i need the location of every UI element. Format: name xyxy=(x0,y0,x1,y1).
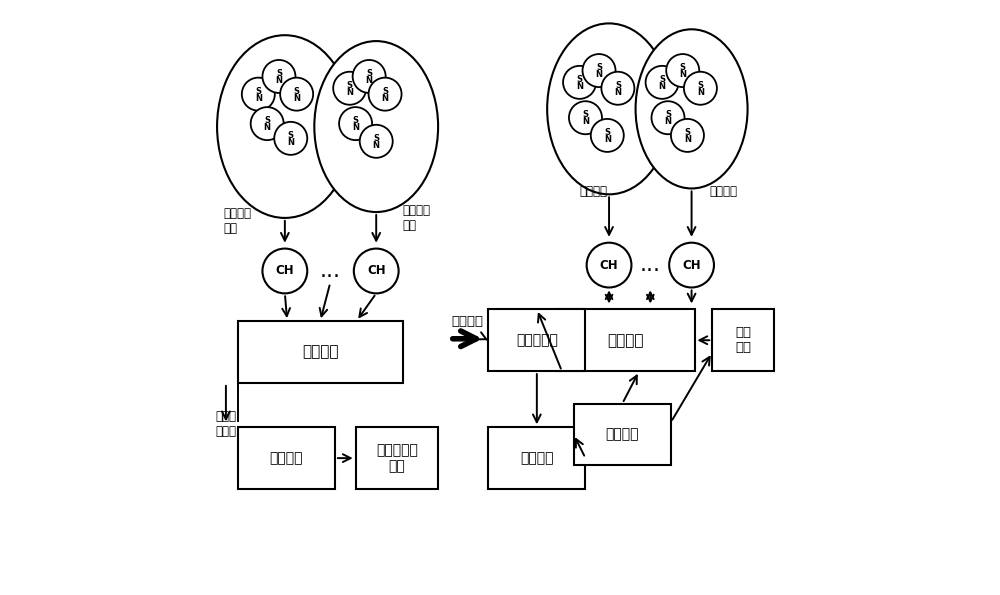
Bar xyxy=(238,427,335,489)
Bar xyxy=(356,427,438,489)
Circle shape xyxy=(583,54,616,87)
Text: S: S xyxy=(255,87,261,96)
Text: S: S xyxy=(582,110,588,119)
Bar xyxy=(556,309,695,371)
Text: N: N xyxy=(576,82,583,91)
Text: S: S xyxy=(373,134,379,143)
Text: CH: CH xyxy=(276,264,294,277)
Circle shape xyxy=(563,66,596,99)
Circle shape xyxy=(274,122,307,155)
Circle shape xyxy=(587,243,631,287)
Text: CH: CH xyxy=(600,259,618,271)
Text: N: N xyxy=(604,135,611,144)
Bar xyxy=(488,427,585,489)
Text: N: N xyxy=(659,82,666,91)
Text: 数据存储: 数据存储 xyxy=(606,428,639,441)
Text: 收集能量
信息: 收集能量 信息 xyxy=(403,204,431,232)
Text: N: N xyxy=(684,135,691,144)
Text: 更新能
量状态: 更新能 量状态 xyxy=(215,410,236,439)
Text: N: N xyxy=(352,123,359,132)
Text: 马尔科夫链
预测: 马尔科夫链 预测 xyxy=(376,443,418,473)
Text: S: S xyxy=(294,87,300,96)
Text: N: N xyxy=(697,88,704,97)
Ellipse shape xyxy=(636,29,748,189)
Circle shape xyxy=(333,72,366,105)
Text: N: N xyxy=(664,117,671,126)
Text: N: N xyxy=(679,70,686,79)
Circle shape xyxy=(646,66,679,99)
Text: S: S xyxy=(264,116,270,125)
Circle shape xyxy=(669,243,714,287)
Text: S: S xyxy=(577,75,583,84)
Text: ...: ... xyxy=(320,261,341,281)
Text: 警报
反馈: 警报 反馈 xyxy=(735,326,751,354)
Text: 收集信息: 收集信息 xyxy=(709,185,737,198)
Circle shape xyxy=(353,60,386,93)
Circle shape xyxy=(242,77,275,111)
Text: S: S xyxy=(382,87,388,96)
Text: N: N xyxy=(287,138,294,147)
Text: 入侵分类: 入侵分类 xyxy=(520,451,554,465)
Text: S: S xyxy=(366,69,372,78)
Text: S: S xyxy=(697,81,703,90)
Text: S: S xyxy=(288,131,294,140)
Text: S: S xyxy=(353,116,359,125)
Text: S: S xyxy=(615,81,621,90)
Text: N: N xyxy=(264,123,271,132)
Circle shape xyxy=(666,54,699,87)
Circle shape xyxy=(360,125,393,158)
Text: 收集能量
信息: 收集能量 信息 xyxy=(223,207,251,235)
Text: 对比能量值: 对比能量值 xyxy=(516,333,558,347)
Text: N: N xyxy=(293,94,300,103)
Circle shape xyxy=(280,77,313,111)
Text: N: N xyxy=(382,94,389,103)
Text: N: N xyxy=(255,94,262,103)
Text: N: N xyxy=(275,76,282,85)
Circle shape xyxy=(591,119,624,152)
Circle shape xyxy=(339,107,372,140)
Ellipse shape xyxy=(547,23,671,195)
Text: N: N xyxy=(346,88,353,97)
Text: CH: CH xyxy=(367,264,386,277)
Text: S: S xyxy=(276,69,282,78)
Text: S: S xyxy=(596,63,602,72)
Bar xyxy=(488,309,585,371)
Circle shape xyxy=(671,119,704,152)
Text: N: N xyxy=(373,141,380,150)
Text: S: S xyxy=(680,63,686,72)
Text: CH: CH xyxy=(682,259,701,271)
Text: S: S xyxy=(665,110,671,119)
Bar xyxy=(238,321,403,383)
Text: 下一周期: 下一周期 xyxy=(452,315,484,328)
Text: N: N xyxy=(614,88,621,97)
Text: 汇聚节点: 汇聚节点 xyxy=(607,333,644,347)
Bar xyxy=(712,309,774,371)
Circle shape xyxy=(354,249,399,293)
Circle shape xyxy=(251,107,284,140)
Text: S: S xyxy=(659,75,665,84)
Text: N: N xyxy=(582,117,589,126)
Ellipse shape xyxy=(314,41,438,212)
Text: S: S xyxy=(604,128,610,137)
Circle shape xyxy=(262,249,307,293)
Circle shape xyxy=(684,72,717,105)
Circle shape xyxy=(369,77,402,111)
Text: N: N xyxy=(596,70,603,79)
Text: S: S xyxy=(347,81,353,90)
Ellipse shape xyxy=(217,35,353,218)
Text: S: S xyxy=(684,128,690,137)
Circle shape xyxy=(262,60,295,93)
Text: 数据存储: 数据存储 xyxy=(270,451,303,465)
Text: 收集信息: 收集信息 xyxy=(580,185,608,198)
Text: ...: ... xyxy=(640,255,661,275)
Bar xyxy=(574,403,671,465)
Circle shape xyxy=(569,101,602,134)
Text: 汇聚节点: 汇聚节点 xyxy=(302,345,338,359)
Circle shape xyxy=(651,101,684,134)
Circle shape xyxy=(601,72,634,105)
Text: N: N xyxy=(366,76,373,85)
